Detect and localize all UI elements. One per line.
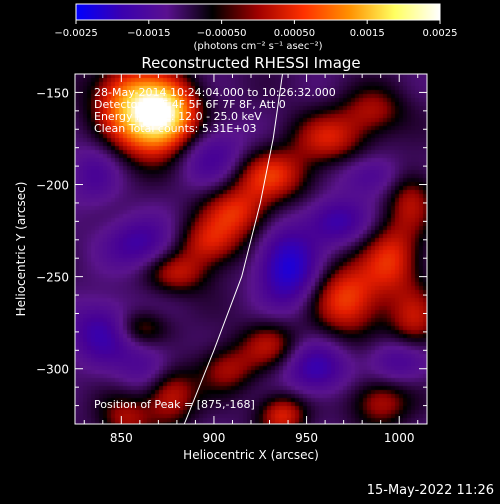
colorbar-ticks: −0.0025 −0.0015 −0.00050 0.00050 0.0015 0.002… — [54, 20, 458, 39]
annotation-detectors: Detectors: 3F 4F 5F 6F 7F 8F, Att 0 — [94, 98, 286, 111]
colorbar-unit-label: (photons cm⁻² s⁻¹ asec⁻²) — [193, 41, 322, 52]
colorbar-tick-label: −0.0025 — [54, 28, 97, 39]
axis-ticks: 850 900 950 1000 −150 −200 −250 −300 — [36, 73, 427, 445]
heatmap-image — [75, 74, 427, 424]
x-tick-label: 950 — [295, 431, 318, 445]
y-tick-label: −300 — [36, 363, 69, 377]
x-tick-label: 900 — [202, 431, 225, 445]
y-axis-label: Heliocentric Y (arcsec) — [14, 182, 28, 317]
x-tick-label: 1000 — [384, 431, 415, 445]
x-tick-label: 850 — [110, 431, 133, 445]
annotation-energy: Energy Range: 12.0 - 25.0 keV — [94, 110, 262, 123]
y-tick-label: −200 — [36, 179, 69, 193]
colorbar — [75, 3, 441, 21]
colorbar-tick-label: 0.0015 — [350, 28, 385, 39]
colorbar-tick-label: 0.0025 — [423, 28, 458, 39]
chart-title: Reconstructed RHESSI Image — [141, 54, 360, 72]
y-tick-label: −150 — [36, 86, 69, 100]
colorbar-tick-label: −0.00050 — [197, 28, 247, 39]
footer-timestamp: 15-May-2022 11:26 — [367, 483, 494, 498]
annotation-peak-position: Position of Peak = [875,-168] — [94, 398, 255, 411]
annotation-counts: Clean Total counts: 5.31E+03 — [94, 122, 257, 135]
colorbar-tick-label: 0.00050 — [274, 28, 315, 39]
colorbar-tick-label: −0.0015 — [127, 28, 170, 39]
y-tick-label: −250 — [36, 271, 69, 285]
solar-limb-curve — [183, 74, 283, 424]
x-axis-label: Heliocentric X (arcsec) — [183, 448, 319, 462]
annotation-block: 28-May-2014 10:24:04.000 to 10:26:32.000… — [94, 86, 336, 411]
annotation-time-range: 28-May-2014 10:24:04.000 to 10:26:32.000 — [94, 86, 336, 99]
